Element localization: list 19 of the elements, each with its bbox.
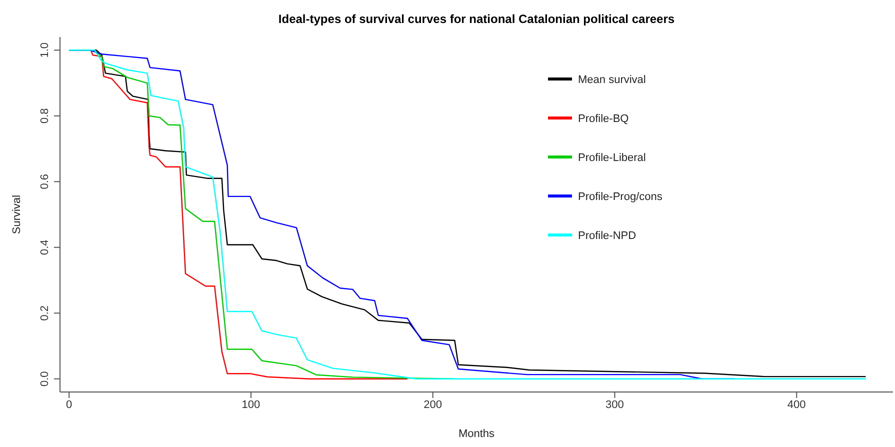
legend-label: Mean survival — [578, 74, 646, 86]
legend-label: Profile-Liberal — [578, 152, 646, 164]
x-tick-label: 200 — [424, 398, 442, 411]
y-tick-label: 0.0 — [39, 371, 51, 386]
x-axis-title: Months — [458, 428, 496, 440]
legend-label: Profile-BQ — [578, 113, 629, 125]
y-axis-title: Survival — [10, 194, 23, 234]
legend-label: Profile-NPD — [578, 230, 636, 242]
y-tick-label: 0.6 — [39, 174, 51, 190]
y-tick-label: 1.0 — [39, 42, 51, 58]
x-tick-label: 400 — [787, 398, 806, 411]
y-tick-label: 0.8 — [39, 108, 51, 124]
x-tick-label: 100 — [242, 398, 260, 411]
x-tick-label: 0 — [66, 398, 72, 411]
x-tick-label: 300 — [606, 398, 624, 411]
y-tick-label: 0.2 — [39, 305, 51, 321]
chart-title: Ideal-types of survival curves for national Catalonian political careers — [277, 12, 676, 26]
legend-label: Profile-Prog/cons — [578, 191, 662, 203]
y-tick-label: 0.4 — [39, 240, 51, 256]
